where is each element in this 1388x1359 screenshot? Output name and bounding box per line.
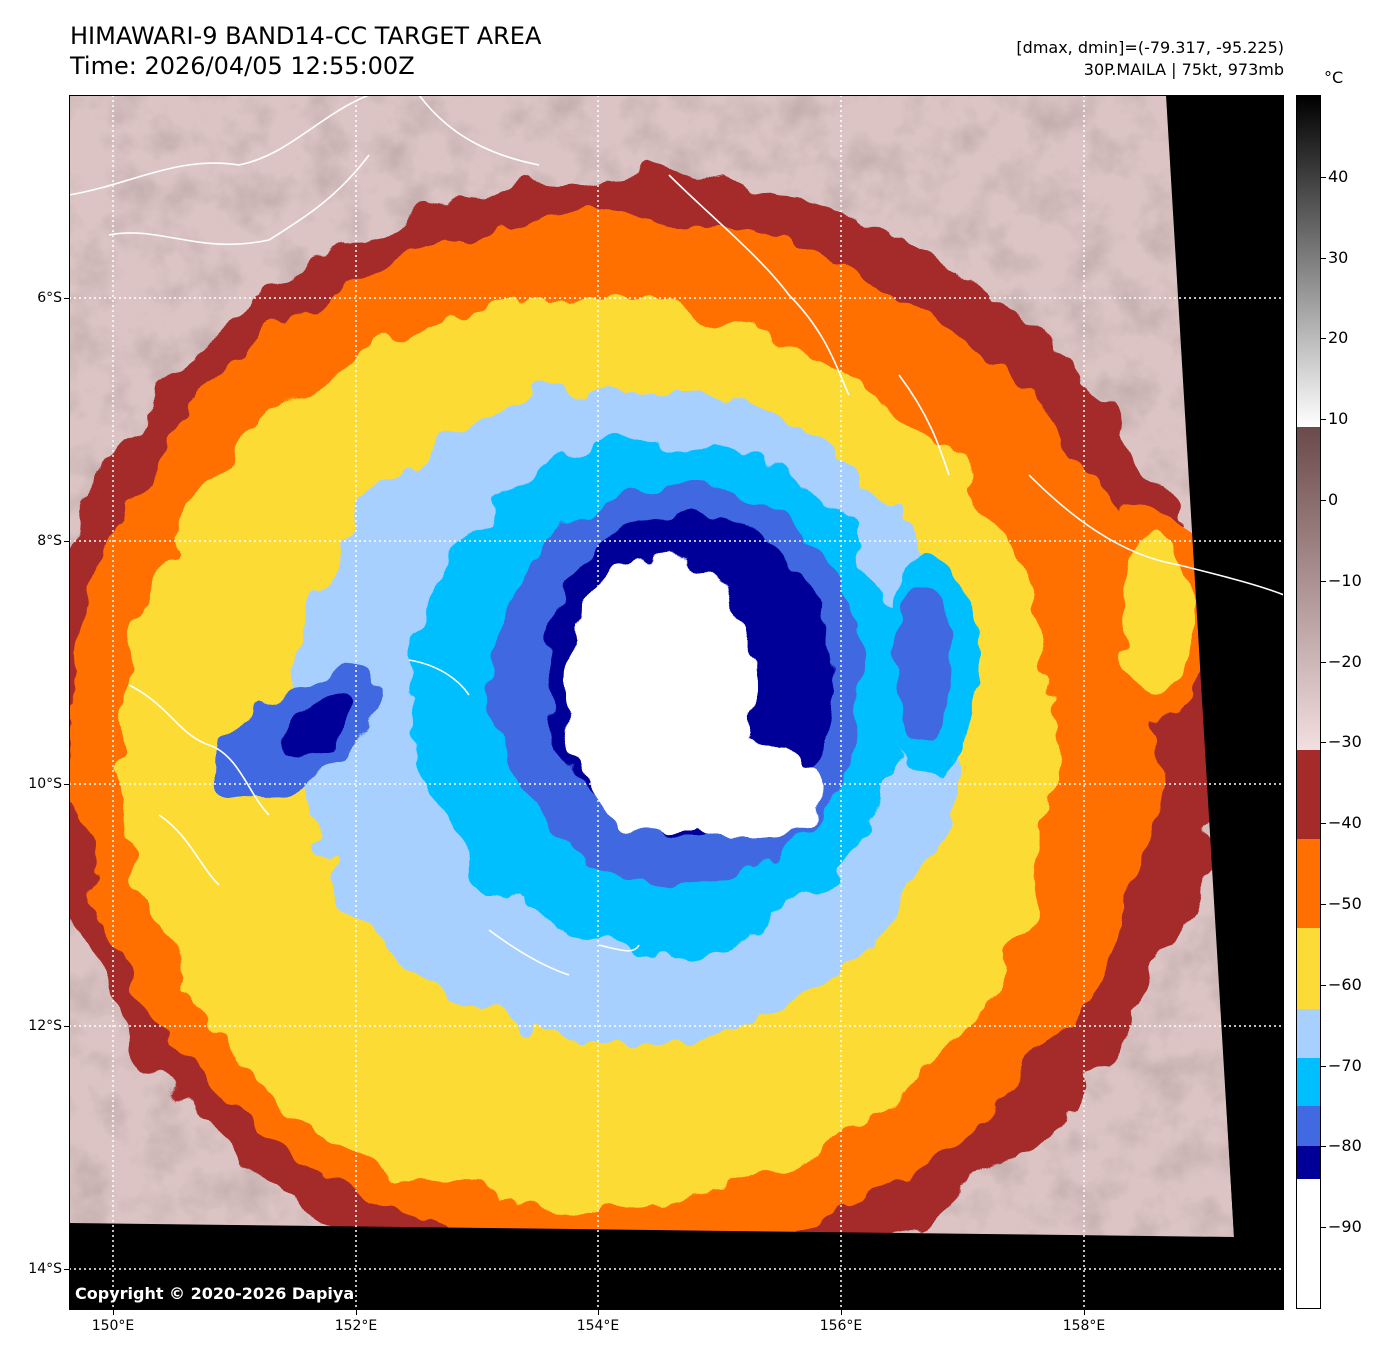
range-text: [dmax, dmin]=(-79.317, -95.225) bbox=[1016, 38, 1284, 57]
coastlines bbox=[69, 95, 1284, 976]
colorbar-tick bbox=[1321, 742, 1326, 744]
colorbar-segment bbox=[1297, 427, 1320, 751]
lon-tick bbox=[356, 1310, 357, 1315]
colorbar-segment bbox=[1297, 1106, 1320, 1147]
east-cell-blue bbox=[894, 585, 954, 745]
colorbar-segment bbox=[1297, 928, 1320, 1010]
chart-title: HIMAWARI-9 BAND14-CC TARGET AREA bbox=[70, 22, 542, 50]
colorbar-segment bbox=[1297, 1009, 1320, 1058]
lat-tick bbox=[64, 1026, 69, 1027]
lon-tick bbox=[113, 1310, 114, 1315]
lon-tick bbox=[1084, 1310, 1085, 1315]
lon-tick bbox=[598, 1310, 599, 1315]
colorbar-tick bbox=[1321, 338, 1326, 340]
colorbar-label: 0 bbox=[1328, 490, 1339, 509]
colorbar-tick bbox=[1321, 904, 1326, 905]
lat-tick bbox=[64, 784, 69, 785]
colorbar-segment bbox=[1297, 1178, 1320, 1308]
colorbar-label: −50 bbox=[1328, 894, 1362, 913]
colorbar-tick bbox=[1321, 1146, 1326, 1148]
colorbar-label: 30 bbox=[1328, 247, 1349, 267]
copyright-text: Copyright © 2020-2026 Dapiya bbox=[75, 1284, 355, 1303]
colorbar-unit: °C bbox=[1324, 68, 1344, 87]
satellite-map bbox=[69, 95, 1284, 1310]
lon-label: 152°E bbox=[334, 1318, 378, 1334]
colorbar-tick bbox=[1321, 500, 1326, 501]
storm-text: 30P.MAILA | 75kt, 973mb bbox=[1083, 60, 1284, 79]
colorbar-tick bbox=[1321, 984, 1326, 986]
colorbar-label: 10 bbox=[1328, 409, 1349, 429]
colorbar-label: −40 bbox=[1328, 813, 1362, 833]
lon-label: 150°E bbox=[91, 1318, 135, 1334]
colorbar-tick bbox=[1321, 661, 1326, 663]
nodata-east-edge bbox=[1166, 95, 1284, 1237]
lat-tick bbox=[64, 298, 69, 299]
west-cell-dark bbox=[280, 693, 358, 757]
colorbar-tick bbox=[1321, 176, 1326, 178]
lat-label: 12°S bbox=[28, 1018, 62, 1034]
colorbar-label: −80 bbox=[1328, 1136, 1362, 1156]
ne-cell-yellow bbox=[1119, 535, 1189, 695]
lon-label: 154°E bbox=[576, 1318, 620, 1334]
colorbar-tick bbox=[1321, 1065, 1326, 1067]
temperature-colorbar bbox=[1296, 95, 1321, 1309]
lat-label: 10°S bbox=[28, 776, 62, 792]
lon-label: 158°E bbox=[1062, 1318, 1106, 1334]
lon-label: 156°E bbox=[819, 1318, 863, 1334]
colorbar-segment bbox=[1297, 839, 1320, 929]
colorbar-segment bbox=[1297, 96, 1320, 428]
lat-label: 8°S bbox=[37, 533, 62, 549]
colorbar-label: −30 bbox=[1328, 732, 1362, 752]
lat-label: 6°S bbox=[37, 290, 62, 306]
lat-tick bbox=[64, 541, 69, 542]
colorbar-tick bbox=[1321, 257, 1326, 259]
colorbar-label: −60 bbox=[1328, 974, 1362, 994]
colorbar-label: −20 bbox=[1328, 651, 1362, 671]
colorbar-label: −70 bbox=[1328, 1055, 1362, 1075]
colorbar-label: 20 bbox=[1328, 328, 1349, 348]
colorbar-segment bbox=[1297, 1146, 1320, 1179]
colorbar-label: −10 bbox=[1328, 570, 1362, 590]
colorbar-tick bbox=[1321, 823, 1326, 825]
chart-time: Time: 2026/04/05 12:55:00Z bbox=[70, 52, 415, 80]
lon-tick bbox=[841, 1310, 842, 1315]
colorbar-tick bbox=[1321, 1227, 1326, 1229]
colorbar-tick bbox=[1321, 419, 1326, 421]
colorbar-label: 40 bbox=[1328, 166, 1349, 186]
colorbar-segment bbox=[1297, 750, 1320, 840]
colorbar-segment bbox=[1297, 1057, 1320, 1106]
band-minus90-tail bbox=[679, 745, 819, 845]
core bbox=[217, 485, 1209, 885]
colorbar-label: −90 bbox=[1328, 1217, 1362, 1237]
colorbar-tick bbox=[1321, 580, 1326, 582]
nodata-south bbox=[69, 1223, 1234, 1310]
lat-label: 14°S bbox=[28, 1261, 62, 1277]
lat-tick bbox=[64, 1269, 69, 1270]
